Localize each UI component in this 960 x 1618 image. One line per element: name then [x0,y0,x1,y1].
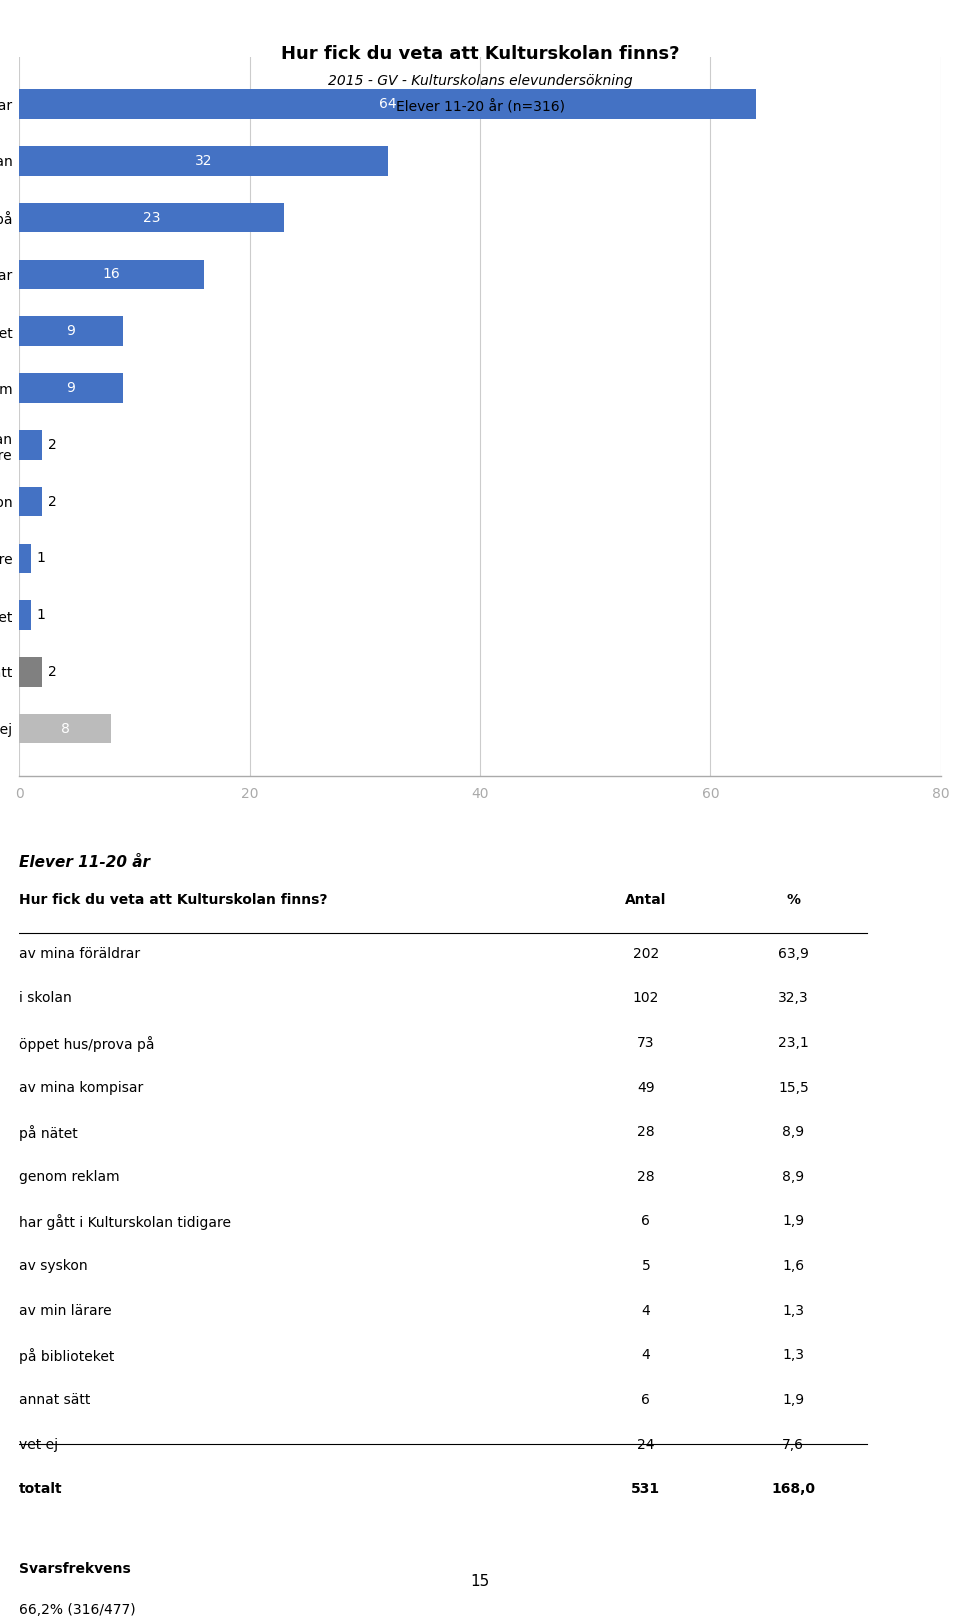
Text: Elever 11-20 år (n=316): Elever 11-20 år (n=316) [396,100,564,115]
Text: 5: 5 [641,1259,650,1273]
Text: 23,1: 23,1 [778,1036,808,1050]
Text: genom reklam: genom reklam [19,1170,120,1184]
Bar [19,544,31,573]
Text: 1,9: 1,9 [782,1215,804,1228]
Text: 28: 28 [637,1125,655,1139]
Text: av syskon: av syskon [19,1259,87,1273]
Text: 4: 4 [641,1304,650,1317]
Text: öppet hus/prova på: öppet hus/prova på [19,1036,155,1052]
Text: 1: 1 [36,552,45,565]
Text: 64: 64 [379,97,396,112]
Text: Elever 11-20 år: Elever 11-20 år [19,856,150,870]
Text: 1,6: 1,6 [782,1259,804,1273]
Text: 7,6: 7,6 [782,1437,804,1451]
Bar [19,202,284,233]
Text: 168,0: 168,0 [771,1482,815,1497]
Text: 9: 9 [66,380,76,395]
Text: %: % [786,893,801,908]
Text: 2015 - GV - Kulturskolans elevundersökning: 2015 - GV - Kulturskolans elevundersökni… [327,74,633,89]
Bar [19,600,31,629]
Text: 2: 2 [48,665,57,680]
Text: Hur fick du veta att Kulturskolan finns?: Hur fick du veta att Kulturskolan finns? [280,45,680,63]
Text: 73: 73 [637,1036,655,1050]
Text: 102: 102 [633,992,660,1005]
Text: 1,3: 1,3 [782,1348,804,1362]
Text: 66,2% (316/477): 66,2% (316/477) [19,1602,135,1616]
Bar [19,259,204,290]
Text: annat sätt: annat sätt [19,1393,90,1408]
Text: 6: 6 [641,1393,650,1408]
Text: 2: 2 [48,495,57,508]
Text: 15,5: 15,5 [778,1081,808,1095]
Text: 202: 202 [633,947,659,961]
Bar [19,374,123,403]
Bar [19,714,111,743]
Text: 531: 531 [632,1482,660,1497]
Bar [19,317,123,346]
Text: 4: 4 [641,1348,650,1362]
Text: Antal: Antal [625,893,666,908]
Text: 1,9: 1,9 [782,1393,804,1408]
Text: 23: 23 [143,210,160,225]
Text: totalt: totalt [19,1482,62,1497]
Text: 9: 9 [66,324,76,338]
Text: av min lärare: av min lärare [19,1304,111,1317]
Text: på nätet: på nätet [19,1125,78,1141]
Text: Hur fick du veta att Kulturskolan finns?: Hur fick du veta att Kulturskolan finns? [19,893,327,908]
Text: Svarsfrekvens: Svarsfrekvens [19,1563,131,1576]
Text: 24: 24 [637,1437,655,1451]
Text: 15: 15 [470,1574,490,1589]
Text: 8,9: 8,9 [782,1170,804,1184]
Bar [19,487,42,516]
Text: 32: 32 [195,154,212,168]
Text: 32,3: 32,3 [778,992,808,1005]
Text: 49: 49 [637,1081,655,1095]
Text: 2: 2 [48,438,57,451]
Text: 6: 6 [641,1215,650,1228]
Bar [19,146,388,176]
Text: av mina föräldrar: av mina föräldrar [19,947,140,961]
Text: 63,9: 63,9 [778,947,808,961]
Text: 16: 16 [103,267,120,282]
Text: vet ej: vet ej [19,1437,59,1451]
Text: 8: 8 [60,722,70,736]
Text: 28: 28 [637,1170,655,1184]
Bar [19,430,42,460]
Text: av mina kompisar: av mina kompisar [19,1081,143,1095]
Text: 1,3: 1,3 [782,1304,804,1317]
Text: 8,9: 8,9 [782,1125,804,1139]
Bar [19,89,756,118]
Text: på biblioteket: på biblioteket [19,1348,114,1364]
Bar [19,657,42,686]
Text: har gått i Kulturskolan tidigare: har gått i Kulturskolan tidigare [19,1215,231,1230]
Text: i skolan: i skolan [19,992,72,1005]
Text: 1: 1 [36,608,45,623]
